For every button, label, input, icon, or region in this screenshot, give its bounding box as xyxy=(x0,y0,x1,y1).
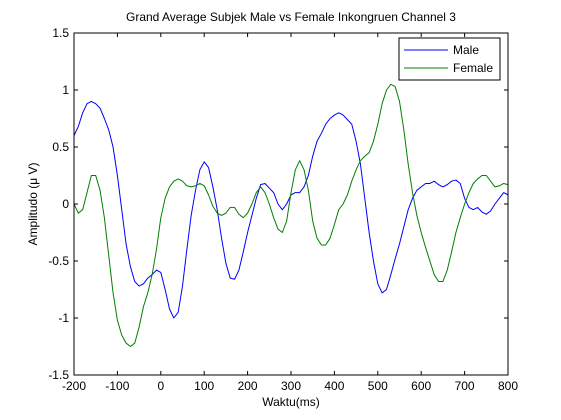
y-tick-label: 0 xyxy=(62,197,69,211)
ticks-layer: -200 -100 0 100 200 300 400 500 600 700 800 -1.5 -1 -… xyxy=(48,26,518,393)
x-axis-label: Waktu(ms) xyxy=(262,395,320,409)
x-tick-label: 500 xyxy=(368,379,388,393)
y-tick-label: -1.5 xyxy=(48,368,69,382)
y-tick-label: -0.5 xyxy=(48,254,69,268)
x-tick-label: -200 xyxy=(62,379,86,393)
plot-area xyxy=(74,33,508,375)
x-tick-label: 700 xyxy=(455,379,475,393)
x-tick-label: 400 xyxy=(324,379,344,393)
y-tick-label: 1 xyxy=(62,83,69,97)
legend-label-female: Female xyxy=(453,61,493,75)
x-tick-label: 800 xyxy=(498,379,518,393)
legend-label-male: Male xyxy=(453,43,479,57)
x-tick-label: 200 xyxy=(238,379,258,393)
x-tick-label: -100 xyxy=(105,379,129,393)
x-tick-label: 600 xyxy=(411,379,431,393)
x-tick-label: 0 xyxy=(157,379,164,393)
legend: Male Female xyxy=(398,37,501,81)
y-tick-label: 1.5 xyxy=(52,26,69,40)
chart-title: Grand Average Subjek Male vs Female Inko… xyxy=(126,10,456,24)
series-line-female xyxy=(73,83,509,347)
legend-box xyxy=(398,37,501,81)
x-tick-label: 100 xyxy=(194,379,214,393)
x-tick-label: 300 xyxy=(281,379,301,393)
series-layer xyxy=(73,83,509,347)
y-axis-label: Amplitudo (μ V) xyxy=(26,163,40,246)
y-tick-label: 0.5 xyxy=(52,140,69,154)
y-tick-label: -1 xyxy=(58,311,69,325)
plot-frame xyxy=(73,32,509,376)
